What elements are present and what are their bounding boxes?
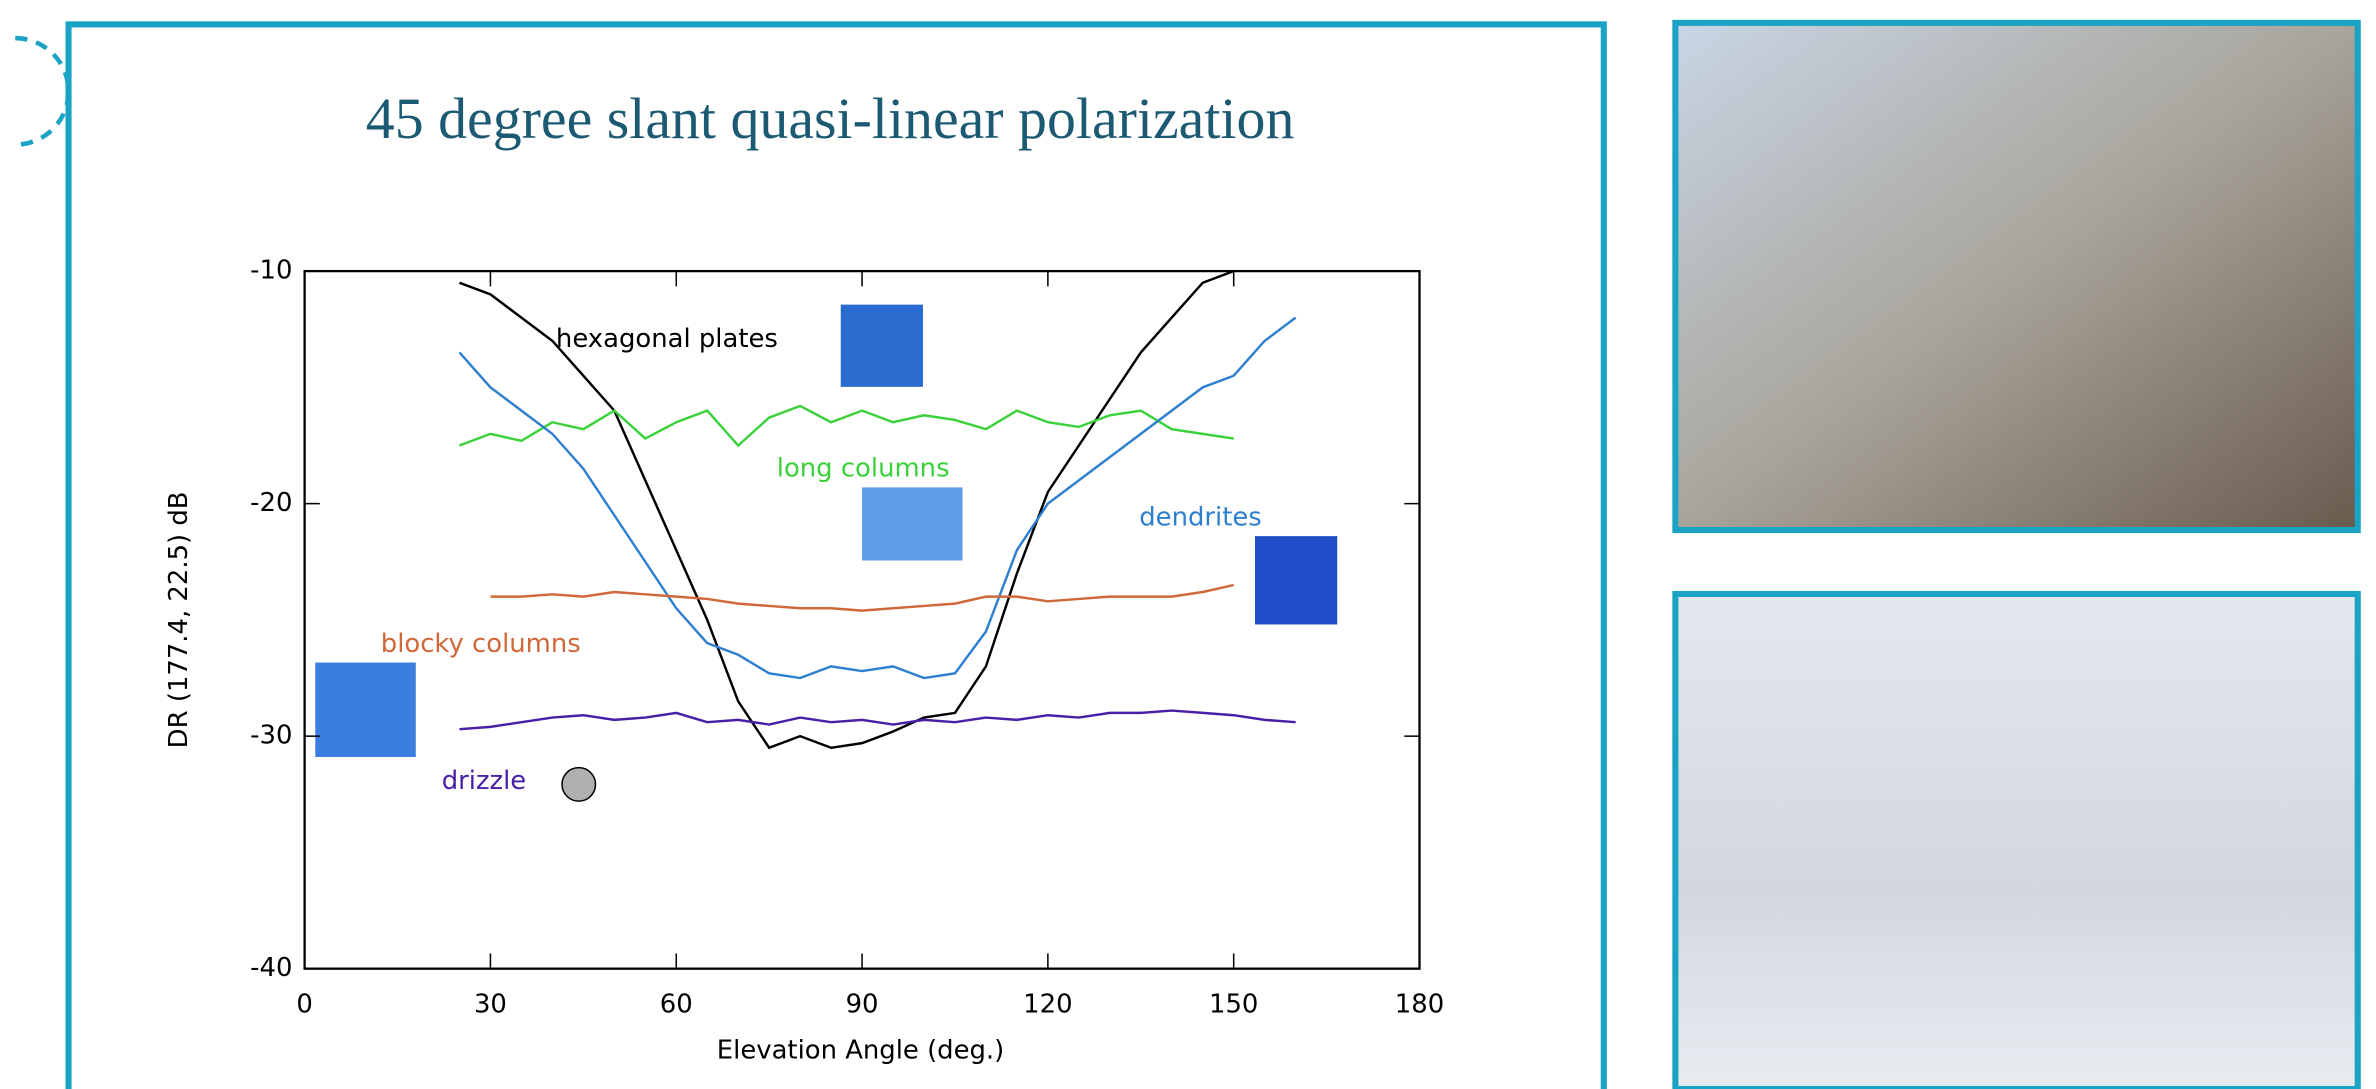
dendrite-image: [1255, 536, 1337, 624]
column-image: [862, 487, 963, 560]
x-tick-label: 150: [1209, 990, 1258, 1020]
slide: 45 degree slant quasi-linear polarizatio…: [0, 0, 2376, 1089]
x-axis-label: Elevation Angle (deg.): [717, 1035, 1004, 1065]
x-tick-label: 30: [474, 990, 507, 1020]
series-label: drizzle: [442, 766, 527, 796]
x-tick-label: 180: [1395, 990, 1444, 1020]
x-tick-label: 120: [1023, 990, 1072, 1020]
series-label: dendrites: [1139, 502, 1262, 532]
lab-photo: [1675, 23, 2357, 530]
y-tick-label: -20: [250, 488, 292, 518]
snowflake-image: [841, 305, 923, 387]
drizzle-icon: [562, 768, 596, 802]
series-label: long columns: [777, 454, 950, 484]
blocky-image: [315, 663, 416, 757]
series-label: hexagonal plates: [556, 324, 778, 354]
decor-arc: [15, 38, 68, 145]
snow-photo: [1675, 594, 2357, 1089]
series-label: blocky columns: [381, 629, 581, 659]
y-tick-label: -10: [250, 256, 292, 286]
y-tick-label: -30: [250, 721, 292, 751]
page: 45 degree slant quasi-linear polarizatio…: [0, 0, 2376, 1089]
y-tick-label: -40: [250, 953, 292, 983]
x-tick-label: 0: [296, 990, 312, 1020]
chart-frame: [69, 24, 1604, 1089]
x-tick-label: 90: [846, 990, 879, 1020]
x-tick-label: 60: [660, 990, 693, 1020]
y-axis-label: DR (177.4, 22.5) dB: [164, 491, 194, 748]
chart-title: 45 degree slant quasi-linear polarizatio…: [366, 86, 1295, 151]
